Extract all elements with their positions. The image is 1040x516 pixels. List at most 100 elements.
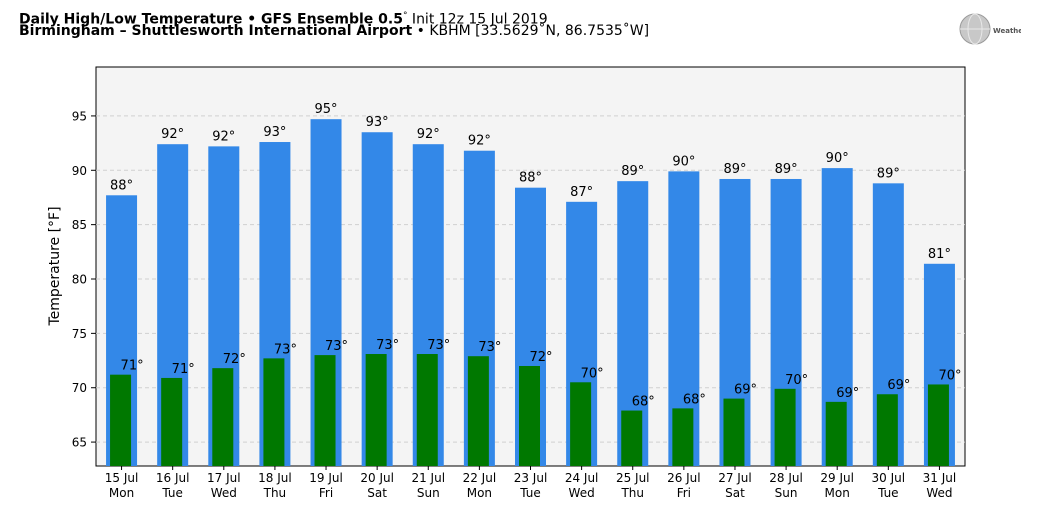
high-temp-label: 93° (263, 125, 286, 140)
x-tick-date: 28 Jul (769, 471, 803, 485)
high-temp-label: 93° (366, 115, 389, 130)
low-temp-label: 69° (836, 386, 859, 401)
low-temp-bar (825, 401, 847, 466)
x-tick-weekday: Thu (620, 486, 644, 500)
high-temp-label: 92° (417, 127, 440, 142)
x-tick-weekday: Mon (467, 486, 492, 500)
station-name: Birmingham – Shuttlesworth International… (19, 23, 413, 39)
y-tick-label: 75 (72, 327, 87, 341)
logo-text: WeatherBELL (993, 27, 1021, 35)
x-tick-weekday: Wed (569, 486, 595, 500)
low-temp-bar (110, 374, 132, 466)
high-temp-label: 92° (161, 127, 184, 142)
title-main: Daily High/Low Temperature • GFS Ensembl… (19, 11, 403, 28)
low-temp-label: 72° (223, 352, 246, 367)
low-temp-label: 70° (581, 366, 604, 381)
x-tick-weekday: Fri (677, 486, 691, 500)
low-temp-label: 73° (427, 338, 450, 353)
high-temp-label: 89° (877, 166, 900, 181)
y-tick-label: 90 (72, 164, 87, 178)
x-tick-weekday: Tue (877, 486, 899, 500)
x-tick-date: 29 Jul (820, 471, 854, 485)
low-temp-bar (876, 394, 898, 466)
high-temp-label: 90° (672, 154, 695, 169)
high-temp-label: 95° (315, 102, 338, 117)
x-tick-date: 17 Jul (207, 471, 241, 485)
x-tick-date: 18 Jul (258, 471, 292, 485)
weatherbell-logo: WeatherBELL (955, 12, 1040, 48)
low-temp-label: 73° (478, 340, 501, 355)
y-tick-label: 65 (72, 436, 87, 450)
chart-subtitle: Birmingham – Shuttlesworth International… (19, 23, 649, 39)
low-temp-label: 70° (938, 368, 961, 383)
x-tick-date: 19 Jul (309, 471, 343, 485)
title-init: Init 12z 15 Jul 2019 (407, 11, 548, 28)
station-coords: • KBHM [33.5629˚N, 86.7535˚W] (412, 23, 650, 39)
y-axis: 65 70 75 80 85 90 95 (72, 109, 96, 450)
x-tick-weekday: Thu (263, 486, 287, 500)
x-tick-date: 25 Jul (616, 471, 650, 485)
x-tick-weekday: Sun (417, 486, 440, 500)
low-temp-bar (263, 358, 285, 466)
low-temp-bar (416, 354, 438, 466)
y-tick-label: 85 (72, 218, 87, 232)
high-temp-label: 90° (826, 151, 849, 166)
bars (106, 119, 955, 467)
x-tick-weekday: Sat (725, 486, 745, 500)
low-temp-label: 69° (887, 378, 910, 393)
low-temp-label: 71° (172, 362, 195, 377)
high-temp-label: 89° (775, 162, 798, 177)
low-temp-label: 70° (785, 373, 808, 388)
x-tick-date: 24 Jul (565, 471, 599, 485)
high-temp-label: 88° (519, 171, 542, 186)
low-temp-bar (774, 388, 796, 466)
x-tick-date: 27 Jul (718, 471, 752, 485)
high-temp-label: 92° (212, 129, 235, 144)
low-temp-label: 69° (734, 383, 757, 398)
x-tick-date: 20 Jul (360, 471, 394, 485)
x-tick-weekday: Mon (825, 486, 850, 500)
y-tick-label: 95 (72, 109, 87, 123)
low-temp-bar (621, 410, 643, 466)
high-temp-label: 92° (468, 134, 491, 149)
x-tick-weekday: Sat (367, 486, 387, 500)
low-temp-label: 71° (121, 359, 144, 374)
x-tick-weekday: Fri (319, 486, 333, 500)
low-temp-label: 73° (376, 338, 399, 353)
x-tick-weekday: Sun (775, 486, 798, 500)
x-tick-date: 15 Jul (105, 471, 139, 485)
bar-labels: 88° 71° 92° 71° 92° 72° 93° 73° 95° 73° 93° 73° 92° 7… (110, 102, 961, 409)
low-temp-bar (927, 384, 949, 466)
low-temp-bar (314, 355, 336, 466)
x-tick-weekday: Tue (161, 486, 183, 500)
low-temp-bar (161, 377, 183, 466)
high-temp-label: 89° (621, 164, 644, 179)
x-tick-weekday: Tue (519, 486, 541, 500)
high-temp-label: 87° (570, 185, 593, 200)
x-tick-date: 22 Jul (463, 471, 497, 485)
x-tick-date: 21 Jul (411, 471, 445, 485)
low-temp-bar (467, 356, 489, 466)
chart-title: Daily High/Low Temperature • GFS Ensembl… (19, 8, 548, 28)
high-temp-label: 81° (928, 247, 951, 262)
x-tick-weekday: Mon (109, 486, 134, 500)
low-temp-label: 73° (325, 339, 348, 354)
x-tick-date: 16 Jul (156, 471, 190, 485)
y-tick-label: 80 (72, 273, 87, 287)
low-temp-bar (723, 398, 745, 466)
low-temp-label: 68° (683, 392, 706, 407)
weatherbell-globe-logo: WeatherBELL (959, 13, 1040, 45)
high-temp-label: 89° (723, 162, 746, 177)
y-tick-label: 70 (72, 381, 87, 395)
high-temp-label: 88° (110, 178, 133, 193)
x-tick-date: 30 Jul (872, 471, 906, 485)
x-tick-date: 23 Jul (514, 471, 548, 485)
x-tick-date: 26 Jul (667, 471, 701, 485)
low-temp-bar (365, 354, 387, 466)
low-temp-bar (570, 382, 592, 466)
title-degree: ° (402, 11, 408, 21)
low-temp-label: 73° (274, 342, 297, 357)
y-axis-label: Temperature [°F] (47, 206, 63, 326)
